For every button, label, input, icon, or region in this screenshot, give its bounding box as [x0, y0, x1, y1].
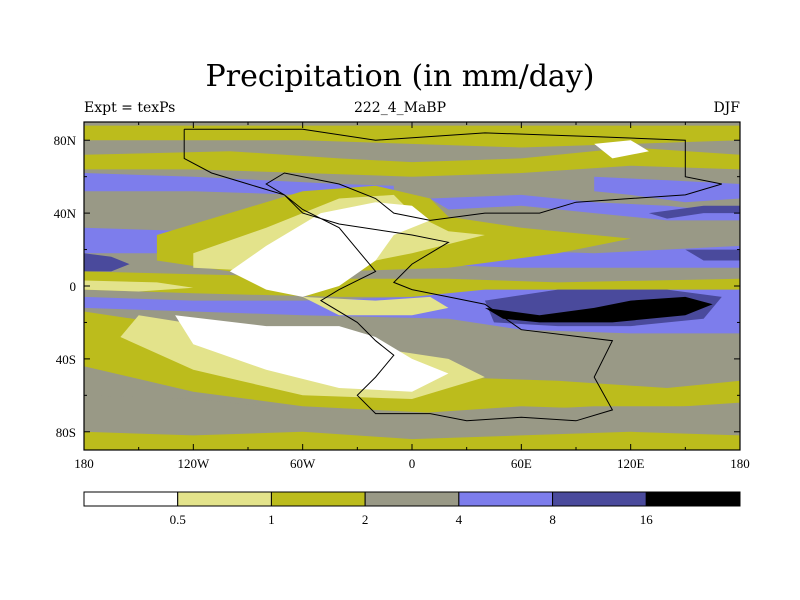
central-desert: [229, 202, 431, 297]
pacific-dark-core: [84, 253, 130, 272]
period-label: 222_4_MaBP: [353, 100, 447, 116]
arctic-olive-band: [84, 125, 740, 148]
coastline: [183, 128, 722, 422]
south-subtropical-olive: [84, 311, 740, 414]
central-desert-margin: [302, 296, 449, 316]
x-tick-label: 120W: [177, 456, 210, 471]
precipitation-field: [84, 122, 740, 450]
colorbar-label: 4: [456, 512, 463, 527]
north-dark-blue-streak: [648, 205, 740, 219]
x-tick-label: 60E: [511, 456, 532, 471]
axes: 180 120W 60W 0 60E 120E 180 80N 40N 0 40S 80S: [54, 122, 750, 471]
y-tick-label: 80N: [54, 133, 77, 148]
colorbar-box: [270, 491, 366, 507]
continent-outline: [183, 128, 722, 422]
colorbar-label: 0.5: [170, 512, 186, 527]
colorbar: 0.5 1 2 4 8 16: [83, 491, 741, 527]
y-tick-label: 0: [70, 279, 77, 294]
north-olive-band: [84, 147, 740, 177]
northeast-blue-band: [594, 176, 740, 203]
colorbar-box: [645, 491, 741, 507]
x-tick-label: 120E: [617, 456, 645, 471]
x-tick-label: 60W: [290, 456, 316, 471]
arctic-dry-patch: [594, 140, 649, 159]
colorbar-box: [83, 491, 179, 507]
colorbar-box: [177, 491, 272, 507]
y-tick-label: 80S: [56, 425, 76, 440]
x-tick-label: 0: [409, 456, 416, 471]
colorbar-box: [552, 491, 647, 507]
y-tick-label: 40S: [56, 352, 76, 367]
colorbar-box: [458, 491, 554, 507]
east-dark-band: [685, 249, 740, 261]
equatorial-pale: [84, 280, 194, 292]
colorbar-label: 2: [362, 512, 369, 527]
colorbar-label: 16: [640, 512, 654, 527]
far-south-olive: [84, 431, 740, 450]
x-tick-label: 180: [730, 456, 750, 471]
chart-title: Precipitation (in mm/day): [205, 59, 595, 94]
colorbar-label: 1: [268, 512, 275, 527]
maximum-rain-core: [484, 296, 713, 323]
colorbar-box: [364, 491, 460, 507]
y-tick-label: 40N: [54, 206, 77, 221]
x-tick-label: 180: [74, 456, 94, 471]
south-desert: [175, 315, 449, 392]
colorbar-label: 8: [549, 512, 556, 527]
season-label: DJF: [713, 100, 740, 116]
experiment-label: Expt = texPs: [84, 100, 176, 116]
